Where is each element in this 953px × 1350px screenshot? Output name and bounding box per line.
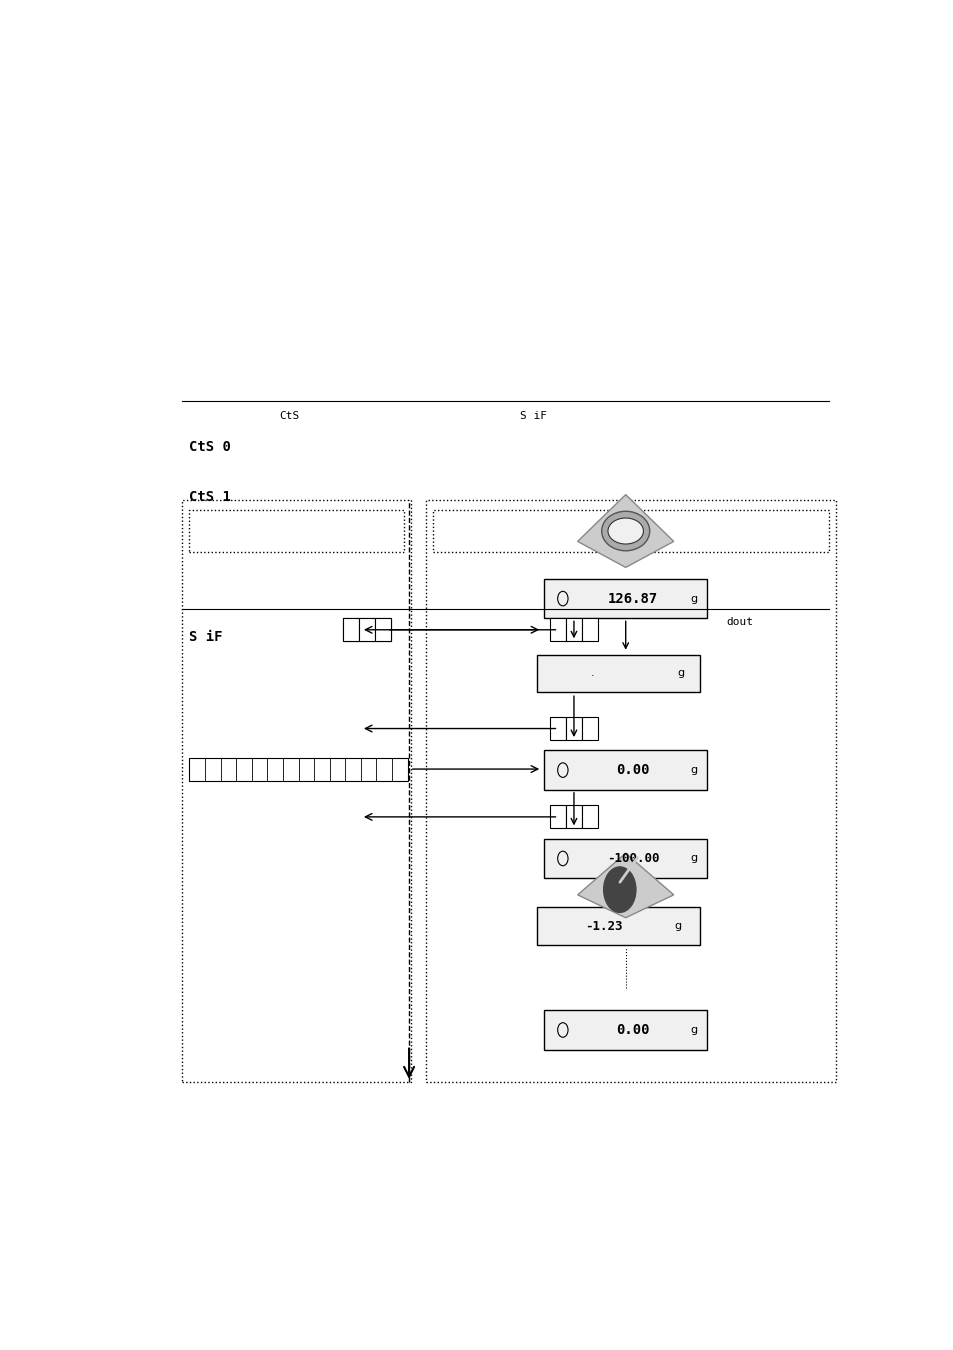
Bar <box>426 500 836 1081</box>
Bar <box>190 510 403 552</box>
Bar <box>549 618 565 641</box>
Bar <box>190 757 407 780</box>
Text: dout: dout <box>726 617 753 628</box>
Bar <box>549 717 565 740</box>
Text: S iF: S iF <box>519 410 546 421</box>
Bar <box>375 618 391 641</box>
Bar <box>375 618 391 641</box>
Text: g: g <box>689 853 697 864</box>
Bar <box>342 618 358 641</box>
Text: g: g <box>689 594 697 603</box>
Text: 0.00: 0.00 <box>616 763 649 778</box>
Text: -1.23: -1.23 <box>584 919 621 933</box>
Ellipse shape <box>601 512 649 551</box>
Bar <box>581 618 598 641</box>
Bar <box>544 1010 706 1050</box>
Polygon shape <box>578 494 673 567</box>
Bar <box>581 806 598 829</box>
Bar <box>544 838 706 879</box>
Circle shape <box>603 867 636 913</box>
Text: g: g <box>689 1025 697 1035</box>
Polygon shape <box>578 853 673 918</box>
Text: 126.87: 126.87 <box>607 591 658 606</box>
Text: g: g <box>673 921 680 931</box>
Bar <box>581 717 598 740</box>
Text: g: g <box>689 765 697 775</box>
Bar <box>544 751 706 790</box>
Ellipse shape <box>607 518 642 544</box>
Text: CtS 0: CtS 0 <box>190 440 232 454</box>
Bar <box>537 655 699 693</box>
Bar <box>537 907 699 945</box>
Bar <box>358 618 375 641</box>
Text: CtS: CtS <box>279 410 299 421</box>
Bar <box>342 618 358 641</box>
Text: .: . <box>590 668 594 679</box>
Text: g: g <box>677 668 684 679</box>
Bar <box>549 806 565 829</box>
Bar <box>182 500 411 1081</box>
Bar <box>358 618 375 641</box>
Bar <box>433 510 828 552</box>
Bar <box>565 618 581 641</box>
Bar <box>544 579 706 618</box>
Text: S iF: S iF <box>190 630 223 644</box>
Bar <box>565 806 581 829</box>
Text: -100.00: -100.00 <box>606 852 659 865</box>
Text: CtS 1: CtS 1 <box>190 490 232 504</box>
Bar <box>565 717 581 740</box>
Text: 0.00: 0.00 <box>616 1023 649 1037</box>
